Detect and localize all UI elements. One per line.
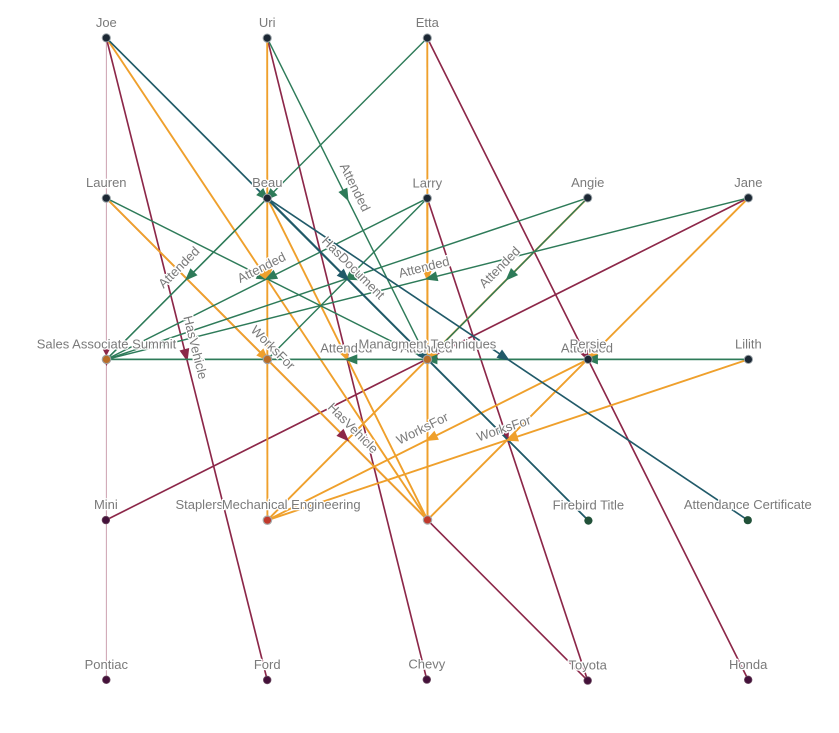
- svg-text:Toyota: Toyota: [569, 658, 608, 673]
- svg-text:Attendance Certificate: Attendance Certificate: [684, 497, 812, 512]
- svg-text:Angie: Angie: [571, 175, 604, 190]
- svg-text:Lilith: Lilith: [735, 336, 762, 351]
- svg-text:Lauren: Lauren: [86, 175, 126, 190]
- svg-text:Uri: Uri: [259, 15, 276, 30]
- svg-text:Beau: Beau: [252, 175, 282, 190]
- svg-text:Joe: Joe: [96, 15, 117, 30]
- svg-text:Jane: Jane: [734, 175, 762, 190]
- svg-text:Larry: Larry: [412, 175, 442, 190]
- svg-text:Sales Associate Summit: Sales Associate Summit: [37, 336, 177, 351]
- svg-text:Persie: Persie: [570, 336, 607, 351]
- svg-text:Mechanical Engineering: Mechanical Engineering: [222, 497, 361, 512]
- svg-text:Pontiac: Pontiac: [85, 657, 129, 672]
- svg-text:Firebird Title: Firebird Title: [553, 498, 625, 513]
- svg-text:Etta: Etta: [416, 15, 440, 30]
- svg-text:Attended: Attended: [400, 340, 452, 355]
- svg-text:Mini: Mini: [94, 497, 118, 512]
- svg-text:Managment Techniques: Managment Techniques: [359, 336, 497, 351]
- svg-text:Chevy: Chevy: [408, 657, 445, 672]
- svg-text:Staplers: Staplers: [175, 497, 223, 512]
- svg-text:Honda: Honda: [729, 657, 768, 672]
- svg-text:Ford: Ford: [254, 657, 281, 672]
- svg-text:Attended: Attended: [320, 340, 372, 355]
- svg-text:Attended: Attended: [561, 340, 613, 355]
